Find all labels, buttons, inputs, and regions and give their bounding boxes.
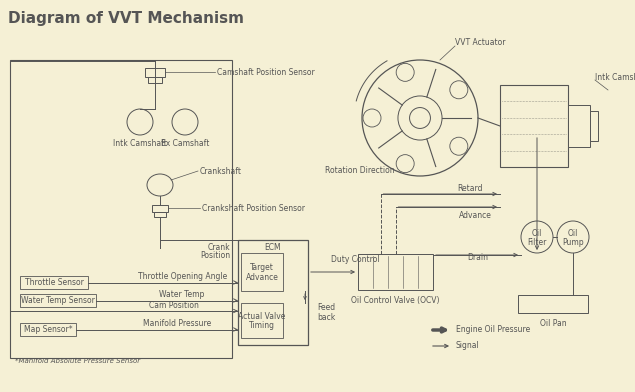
Text: Signal: Signal — [456, 341, 480, 350]
Bar — [154, 212, 166, 217]
Text: Rotation Direction: Rotation Direction — [325, 165, 395, 174]
Text: Manifold Pressure: Manifold Pressure — [143, 319, 211, 328]
Circle shape — [362, 60, 478, 176]
Text: Duty Control: Duty Control — [331, 256, 379, 265]
Bar — [590, 111, 598, 141]
Text: Water Temp Sensor: Water Temp Sensor — [21, 296, 95, 305]
Bar — [145, 68, 165, 77]
Text: Advance: Advance — [458, 211, 491, 220]
Circle shape — [127, 109, 153, 135]
Bar — [238, 240, 308, 345]
Bar — [20, 276, 88, 289]
Ellipse shape — [147, 174, 173, 196]
Text: ECM: ECM — [265, 243, 281, 252]
Text: Engine Oil Pressure: Engine Oil Pressure — [456, 325, 530, 334]
Text: Pump: Pump — [562, 238, 584, 247]
Text: Oil: Oil — [532, 229, 542, 238]
Circle shape — [557, 221, 589, 253]
Bar — [20, 323, 76, 336]
Text: Crank: Crank — [208, 243, 230, 252]
Text: Ex Camshaft: Ex Camshaft — [161, 138, 209, 147]
Bar — [568, 105, 590, 147]
Bar — [148, 77, 162, 83]
Circle shape — [521, 221, 553, 253]
Text: Advance: Advance — [246, 272, 278, 281]
Circle shape — [396, 64, 414, 82]
Text: Oil Pan: Oil Pan — [540, 318, 566, 327]
Circle shape — [172, 109, 198, 135]
Text: Timing: Timing — [249, 321, 275, 330]
Text: Feed: Feed — [317, 303, 335, 312]
Text: Retard: Retard — [457, 183, 483, 192]
Text: Camshaft Position Sensor: Camshaft Position Sensor — [217, 67, 315, 76]
Circle shape — [398, 96, 442, 140]
Circle shape — [450, 81, 468, 99]
Text: Intk Camshaft: Intk Camshaft — [113, 138, 167, 147]
Bar — [10, 60, 232, 358]
Text: Cam Position: Cam Position — [149, 301, 199, 310]
Bar — [241, 253, 283, 291]
Text: Water Temp: Water Temp — [159, 290, 204, 299]
Bar — [358, 254, 433, 290]
Bar — [20, 294, 96, 307]
Circle shape — [410, 107, 431, 129]
Text: *Manifold Absolute Pressure Sensor: *Manifold Absolute Pressure Sensor — [15, 358, 140, 364]
Text: Throttle Sensor: Throttle Sensor — [25, 278, 83, 287]
Text: Diagram of VVT Mechanism: Diagram of VVT Mechanism — [8, 11, 244, 26]
Text: Oil Control Valve (OCV): Oil Control Valve (OCV) — [351, 296, 440, 305]
Bar — [241, 303, 283, 338]
Text: Throttle Opening Angle: Throttle Opening Angle — [138, 272, 227, 281]
Circle shape — [363, 109, 381, 127]
Text: Drain: Drain — [467, 254, 488, 263]
Circle shape — [450, 137, 468, 155]
Text: Position: Position — [200, 250, 230, 260]
Text: VVT Actuator: VVT Actuator — [455, 38, 505, 47]
Bar — [500, 85, 568, 167]
Text: Target: Target — [250, 263, 274, 272]
Text: Filter: Filter — [527, 238, 547, 247]
Text: Oil: Oil — [568, 229, 578, 238]
Bar — [518, 295, 588, 313]
Text: Crankshaft Position Sensor: Crankshaft Position Sensor — [202, 203, 305, 212]
Text: Actual Valve: Actual Valve — [238, 312, 286, 321]
Text: Intk Camshaft: Intk Camshaft — [595, 73, 635, 82]
Text: Map Sensor*: Map Sensor* — [23, 325, 72, 334]
Text: back: back — [317, 312, 335, 321]
Circle shape — [396, 155, 414, 172]
Text: Crankshaft: Crankshaft — [200, 167, 242, 176]
Bar — [152, 205, 168, 212]
